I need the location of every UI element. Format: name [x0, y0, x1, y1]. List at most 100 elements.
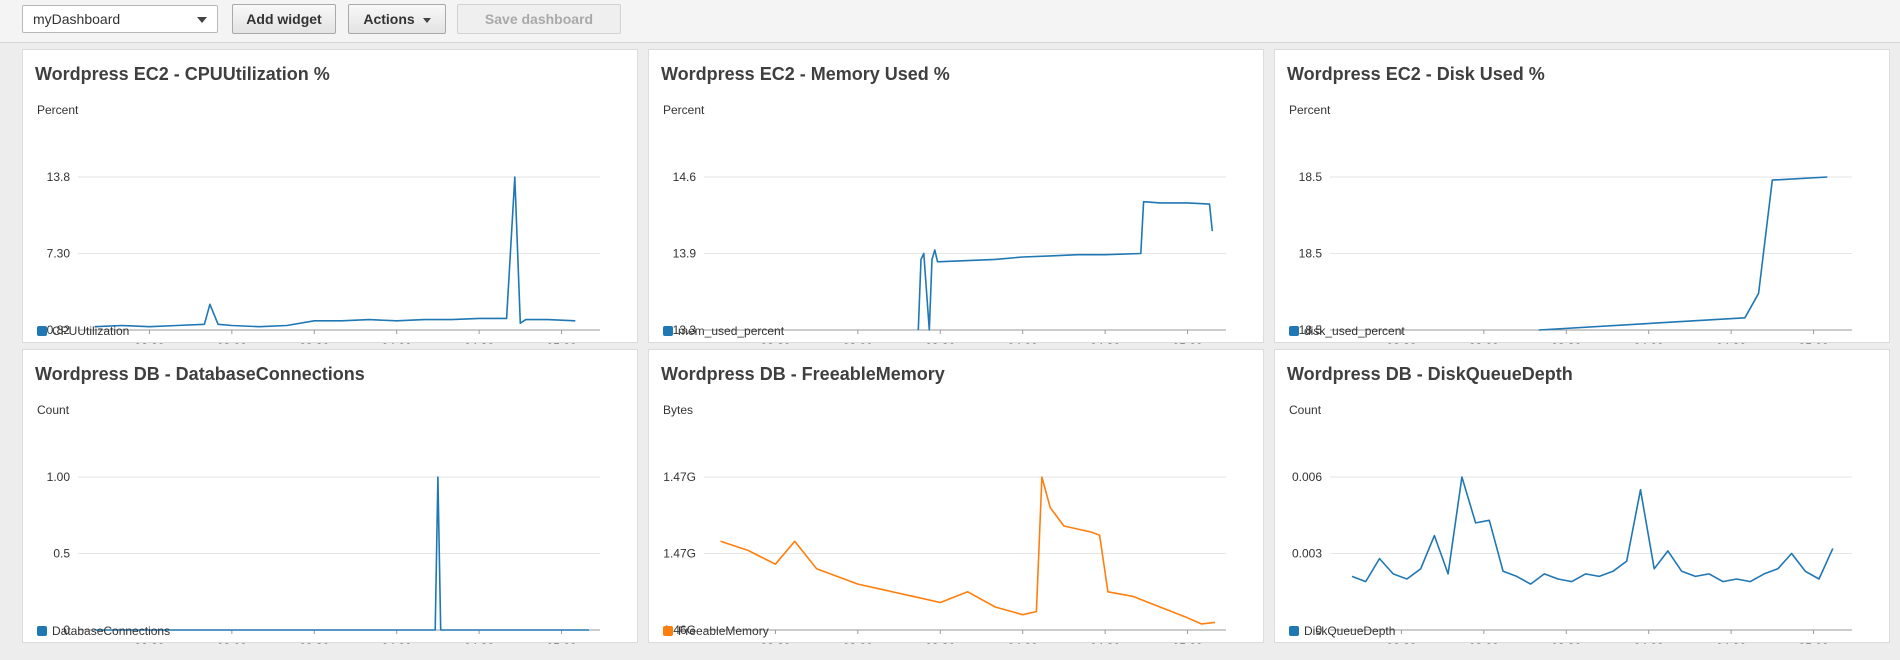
x-tick-label: 03:00 [843, 341, 873, 344]
widget-disk-queue-depth[interactable]: 0.006 0.003 0 02:30 03:00 03:30 04:00 04:30 05:0… [1274, 349, 1890, 644]
x-tick-label: 05:00 [1799, 341, 1829, 344]
add-widget-label: Add widget [246, 11, 322, 27]
x-tick-label: 04:00 [1008, 341, 1038, 344]
y-tick-label: 0 [63, 623, 70, 637]
legend-label: FreeableMemory [678, 624, 769, 638]
y-tick-label: 13.3 [673, 323, 697, 337]
x-tick-label: 02:30 [134, 641, 164, 644]
legend-swatch [37, 326, 47, 336]
widget-title: Wordpress DB - DatabaseConnections [35, 364, 365, 384]
x-tick-label: 03:30 [925, 641, 955, 644]
widget-memory-used[interactable]: 14.6 13.9 13.3 02:30 03:00 03:30 04:00 04:30 05:… [648, 49, 1264, 344]
y-axis-unit: Percent [37, 103, 79, 117]
add-widget-button[interactable]: Add widget [232, 4, 336, 34]
memory-used-chart: 14.6 13.9 13.3 02:30 03:00 03:30 04:00 04:30 05:… [673, 170, 1226, 344]
x-tick-label: 05:00 [547, 641, 577, 644]
actions-button[interactable]: Actions [348, 4, 446, 34]
x-tick-label: 02:30 [1386, 641, 1416, 644]
y-tick-label: 13.8 [47, 170, 71, 184]
widget-freeable-memory[interactable]: 1.47G1.47G1.46G02:3003:0003:3004:0004:30… [648, 349, 1264, 644]
y-tick-label: 18.5 [1299, 247, 1323, 261]
x-tick-label: 04:30 [1090, 341, 1120, 344]
y-tick-label: 0.82 [47, 323, 71, 337]
series-line [1351, 476, 1834, 585]
actions-label: Actions [363, 11, 415, 27]
x-tick-label: 03:30 [299, 341, 329, 344]
x-tick-label: 05:00 [1173, 641, 1203, 644]
legend-swatch [663, 626, 673, 636]
legend[interactable]: disk_used_percent [1289, 324, 1405, 338]
series-line [94, 176, 576, 328]
y-tick-label: 7.30 [47, 247, 71, 261]
x-tick-label: 04:00 [382, 341, 412, 344]
widget-title: Wordpress DB - FreeableMemory [661, 364, 945, 384]
x-tick-label: 04:00 [1008, 641, 1038, 644]
database-connections-chart: 1.00 0.5 0 02:30 03:00 03:30 04:00 04:30 05:00 [47, 470, 600, 644]
x-tick-label: 03:00 [217, 641, 247, 644]
legend[interactable]: DiskQueueDepth [1289, 624, 1395, 638]
x-tick-label: 05:00 [547, 341, 577, 344]
y-tick-label: 0.5 [53, 547, 70, 561]
save-dashboard-button[interactable]: Save dashboard [457, 4, 621, 34]
widget-title: Wordpress EC2 - CPUUtilization % [35, 64, 330, 84]
dashboard-toolbar: myDashboard Add widget Actions Save dash… [0, 0, 1900, 43]
x-tick-label: 04:30 [464, 641, 494, 644]
y-axis-unit: Bytes [663, 403, 694, 417]
widget-disk-used[interactable]: 18.5 18.5 18.5 02:30 03:00 03:30 04:00 04:30 05:… [1274, 49, 1890, 344]
x-tick-label: 04:00 [382, 641, 412, 644]
y-tick-label: 1.47G [663, 547, 696, 561]
legend-label: mem_used_percent [678, 324, 785, 338]
legend-swatch [1289, 326, 1299, 336]
x-tick-label: 04:30 [1090, 641, 1120, 644]
x-tick-label: 04:30 [1716, 341, 1746, 344]
widget-database-connections[interactable]: 1.00 0.5 0 02:30 03:00 03:30 04:00 04:30 05:00 W… [22, 349, 638, 644]
legend-label: CPUUtilization [52, 324, 130, 338]
y-tick-label: 18.5 [1299, 323, 1323, 337]
y-axis-unit: Percent [1289, 103, 1331, 117]
y-tick-label: 13.9 [673, 247, 697, 261]
disk-queue-depth-chart: 0.006 0.003 0 02:30 03:00 03:30 04:00 04:30 05:0… [1292, 470, 1852, 644]
save-dashboard-label: Save dashboard [484, 11, 594, 27]
widget-title: Wordpress EC2 - Memory Used % [661, 64, 950, 84]
x-tick-label: 03:30 [1551, 341, 1581, 344]
y-tick-label: 14.6 [673, 170, 697, 184]
legend-swatch [37, 626, 47, 636]
legend[interactable]: FreeableMemory [663, 624, 769, 638]
chevron-down-icon [197, 17, 207, 23]
x-tick-label: 03:30 [925, 341, 955, 344]
y-tick-label: 18.5 [1299, 170, 1323, 184]
x-tick-label: 05:00 [1173, 341, 1203, 344]
x-tick-label: 05:00 [1799, 641, 1829, 644]
dashboard-select-value: myDashboard [33, 11, 121, 27]
disk-used-chart: 18.5 18.5 18.5 02:30 03:00 03:30 04:00 04:30 05:… [1299, 170, 1852, 344]
legend[interactable]: CPUUtilization [37, 324, 129, 338]
widget-title: Wordpress DB - DiskQueueDepth [1287, 364, 1573, 384]
widget-cpu-utilization[interactable]: 13.8 7.30 0.82 02:30 03:00 03:30 04:00 04:30 05:… [22, 49, 638, 344]
x-tick-label: 03:30 [299, 641, 329, 644]
x-tick-label: 04:30 [1716, 641, 1746, 644]
y-tick-label: 1.47G [663, 470, 696, 484]
x-tick-label: 03:30 [1551, 641, 1581, 644]
y-axis-unit: Count [37, 403, 70, 417]
y-tick-label: 1.00 [47, 470, 71, 484]
freeable-memory-chart: 1.47G1.47G1.46G02:3003:0003:3004:0004:30… [663, 470, 1226, 644]
series-line [917, 200, 1214, 331]
x-tick-label: 04:30 [464, 341, 494, 344]
chevron-down-icon [422, 17, 431, 23]
series-line [1538, 176, 1828, 331]
x-tick-label: 02:30 [1386, 341, 1416, 344]
legend[interactable]: DatabaseConnections [37, 624, 170, 638]
series-line [94, 476, 589, 631]
x-tick-label: 03:00 [843, 641, 873, 644]
x-tick-label: 03:00 [1469, 341, 1499, 344]
y-axis-unit: Percent [663, 103, 705, 117]
series-line [720, 476, 1216, 625]
y-axis-unit: Count [1289, 403, 1322, 417]
legend[interactable]: mem_used_percent [663, 324, 784, 338]
dashboard-select[interactable]: myDashboard [22, 5, 218, 33]
y-tick-label: 0 [1315, 623, 1322, 637]
x-tick-label: 04:00 [1634, 641, 1664, 644]
x-tick-label: 02:30 [134, 341, 164, 344]
x-tick-label: 02:30 [760, 641, 790, 644]
cpu-utilization-chart: 13.8 7.30 0.82 02:30 03:00 03:30 04:00 04:30 05:… [47, 170, 600, 344]
